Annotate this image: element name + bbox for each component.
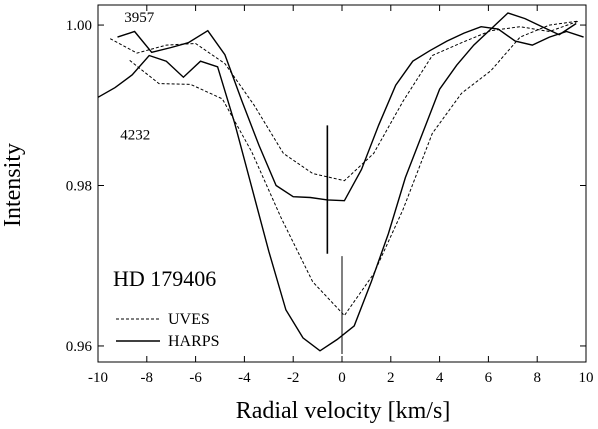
x-tick-label: 0 (338, 370, 346, 386)
series-layer (97, 12, 584, 352)
x-tick-label: 6 (485, 370, 493, 386)
series-harps-3957-line (117, 25, 584, 202)
center-markers (326, 125, 343, 354)
annotation-4232: 4232 (120, 127, 150, 143)
legend-label-harps: HARPS (168, 333, 220, 350)
x-axis-label: Radial velocity [km/s] (236, 398, 451, 424)
x-tick-label: 4 (436, 370, 444, 386)
annotation-3957: 3957 (124, 10, 155, 26)
y-tick-label: 1.00 (66, 18, 92, 34)
series-harps-4232-line (97, 12, 577, 352)
x-tick-label: 2 (387, 370, 395, 386)
legend: UVES HARPS (116, 311, 220, 350)
axis-ticks: -10 -8 -6 -4 -2 0 2 4 6 8 10 0.96 0.98 1.00 (66, 5, 594, 386)
series-uves-4232-line (129, 20, 579, 317)
x-tick-label: -6 (189, 370, 202, 386)
x-tick-label: 10 (579, 370, 594, 386)
y-tick-label: 0.96 (66, 339, 93, 355)
chart-title: HD 179406 (113, 266, 216, 291)
x-tick-label: -4 (238, 370, 251, 386)
x-tick-label: 8 (533, 370, 541, 386)
y-axis-label: Intensity (0, 143, 26, 227)
x-tick-label: -8 (141, 370, 154, 386)
legend-label-uves: UVES (168, 311, 210, 328)
x-tick-label: -10 (88, 370, 108, 386)
x-tick-label: -2 (287, 370, 300, 386)
y-tick-label: 0.98 (66, 179, 92, 195)
